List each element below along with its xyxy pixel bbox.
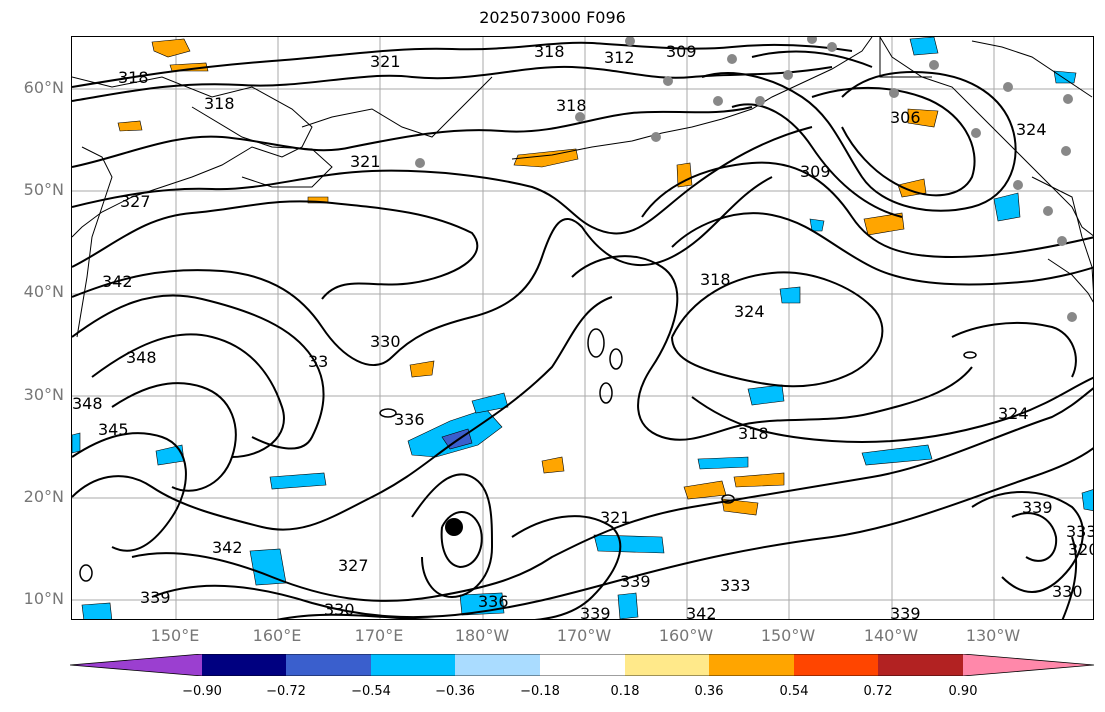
contour-label: 33 <box>308 352 328 371</box>
contour-label: 330 <box>324 600 355 619</box>
colorbar-swatch <box>70 654 202 676</box>
contour-label: 345 <box>98 420 129 439</box>
contour-label: 318 <box>204 94 235 113</box>
contour-label: 309 <box>666 42 697 61</box>
colorbar-swatch <box>202 654 286 676</box>
lon-label: 140°W <box>863 626 919 645</box>
lon-label: 160°E <box>252 626 302 645</box>
contour-label: 318 <box>700 270 731 289</box>
colorbar-swatch <box>625 654 709 676</box>
contour-label: 312 <box>604 48 635 67</box>
coastlines <box>72 37 1093 338</box>
contour-label: 309 <box>800 162 831 181</box>
lon-label: 150°W <box>760 626 816 645</box>
contour-label: 330 <box>370 332 401 351</box>
colorbar-tick-label: −0.36 <box>435 684 475 699</box>
colorbar-swatch <box>794 654 878 676</box>
colorbar-tick-label: −0.54 <box>351 684 391 699</box>
contour-label: 320 <box>1068 540 1094 559</box>
lon-label: 170°W <box>556 626 612 645</box>
colorbar-swatch <box>286 654 371 676</box>
contour-label: 342 <box>212 538 243 557</box>
contour-label: 342 <box>102 272 133 291</box>
height-contours <box>72 41 1093 619</box>
contour-label: 336 <box>394 410 425 429</box>
colorbar-swatch <box>455 654 540 676</box>
lat-label: 20°N <box>23 487 64 506</box>
lon-label: 160°W <box>658 626 714 645</box>
colorbar-tick-label: −0.72 <box>266 684 306 699</box>
contour-label: 327 <box>338 556 369 575</box>
lon-label: 170°E <box>354 626 404 645</box>
contour-label: 339 <box>1022 498 1053 517</box>
contour-label: 321 <box>600 508 631 527</box>
colorbar-swatch <box>371 654 455 676</box>
lat-label: 60°N <box>23 78 64 97</box>
lon-label: 130°W <box>965 626 1021 645</box>
colorbar-swatch <box>709 654 794 676</box>
contour-label: 321 <box>350 152 381 171</box>
contour-label: 339 <box>580 604 611 620</box>
lon-label: 150°E <box>150 626 200 645</box>
contour-label: 348 <box>126 348 157 367</box>
contour-label: 339 <box>890 604 921 620</box>
lat-label: 50°N <box>23 180 64 199</box>
contour-label: 321 <box>370 52 401 71</box>
contour-label: 330 <box>1052 582 1083 601</box>
contour-label: 324 <box>998 404 1029 423</box>
map-plot: 318 321 318 312 309 318 306 324 321 327 … <box>72 37 1094 620</box>
contour-label: 318 <box>738 424 769 443</box>
cyclone-center-marker <box>445 518 463 536</box>
lat-label: 10°N <box>23 589 64 608</box>
contour-labels: 318 321 318 312 309 318 306 324 321 327 … <box>72 42 1094 620</box>
contour-label: 324 <box>1016 120 1047 139</box>
lat-label: 40°N <box>23 282 64 301</box>
contour-label: 348 <box>72 394 103 413</box>
colorbar-tick-label: −0.18 <box>520 684 560 699</box>
colorbar-tick-label: 0.72 <box>863 684 893 699</box>
colorbar-tick-label: 0.90 <box>948 684 978 699</box>
contour-label: 306 <box>890 108 921 127</box>
lon-label: 180°W <box>454 626 510 645</box>
map-title: 2025073000 F096 <box>479 8 626 27</box>
graticule <box>72 37 1093 619</box>
station-markers <box>415 37 1077 322</box>
colorbar-tick-label: 0.36 <box>694 684 724 699</box>
contour-label: 324 <box>734 302 765 321</box>
contour-label: 318 <box>556 96 587 115</box>
contour-label: 339 <box>620 572 651 591</box>
lat-label: 30°N <box>23 385 64 404</box>
colorbar-tick-label: 0.54 <box>779 684 809 699</box>
colorbar <box>70 654 1095 676</box>
contour-label: 318 <box>118 68 149 87</box>
contour-label: 333 <box>720 576 751 595</box>
contour-label: 336 <box>478 592 509 611</box>
small-contours <box>79 328 977 582</box>
contour-label: 339 <box>140 588 171 607</box>
colorbar-swatch <box>878 654 963 676</box>
shaded-regions <box>72 37 1093 619</box>
contour-label: 318 <box>534 42 565 61</box>
colorbar-tick-label: 0.18 <box>610 684 640 699</box>
map-panel: 318 321 318 312 309 318 306 324 321 327 … <box>71 36 1094 620</box>
colorbar-tick-label: −0.90 <box>182 684 222 699</box>
contour-label: 327 <box>120 192 151 211</box>
contour-label: 342 <box>686 604 717 620</box>
contour-label: 333 <box>1066 522 1094 541</box>
colorbar-swatch <box>540 654 625 676</box>
colorbar-swatch <box>963 654 1094 676</box>
